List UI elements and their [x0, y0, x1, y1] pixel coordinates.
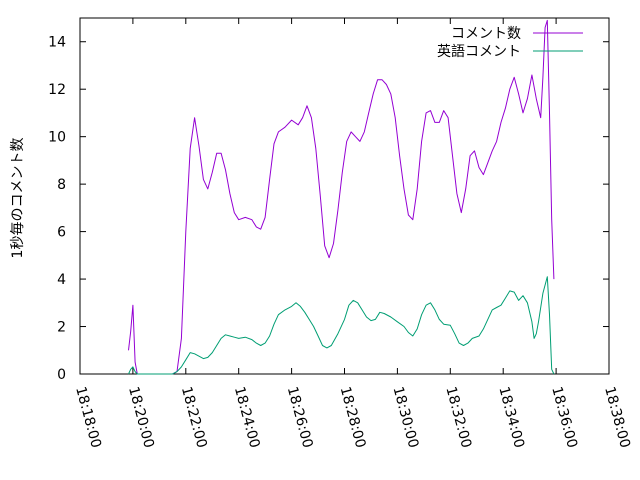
series-line-0	[128, 19, 555, 375]
x-tick-label: 18:30:00	[390, 385, 422, 450]
y-tick-label: 10	[48, 130, 66, 146]
x-tick-label: 18:38:00	[601, 385, 633, 450]
x-tick-label: 18:18:00	[72, 385, 104, 450]
y-tick-label: 2	[57, 320, 66, 336]
plot-frame	[79, 17, 610, 375]
x-tick-label: 18:32:00	[442, 385, 474, 450]
x-tick-label: 18:34:00	[495, 385, 527, 450]
legend-label-1: 英語コメント	[437, 43, 521, 60]
series-layer	[128, 19, 555, 375]
y-axis-label: 1秒毎のコメント数	[10, 138, 26, 259]
x-tick-label: 18:24:00	[231, 385, 263, 450]
y-tick-label: 14	[48, 35, 66, 51]
x-tick-label: 18:28:00	[337, 385, 369, 450]
x-tick-label: 18:22:00	[178, 385, 210, 450]
plot-border	[79, 17, 610, 375]
y-axis: 0 2 4 6 8 10 12 14	[48, 35, 609, 383]
y-tick-label: 12	[48, 82, 66, 98]
y-tick-label: 6	[57, 225, 66, 241]
x-tick-label: 18:36:00	[548, 385, 580, 450]
x-tick-label: 18:26:00	[284, 385, 316, 450]
series-line-1	[128, 276, 555, 375]
x-tick-label: 18:20:00	[125, 385, 157, 450]
y-tick-label: 8	[57, 177, 66, 193]
y-tick-label: 0	[57, 367, 66, 383]
legend-label-0: コメント数	[451, 26, 521, 42]
y-tick-label: 4	[57, 272, 66, 288]
